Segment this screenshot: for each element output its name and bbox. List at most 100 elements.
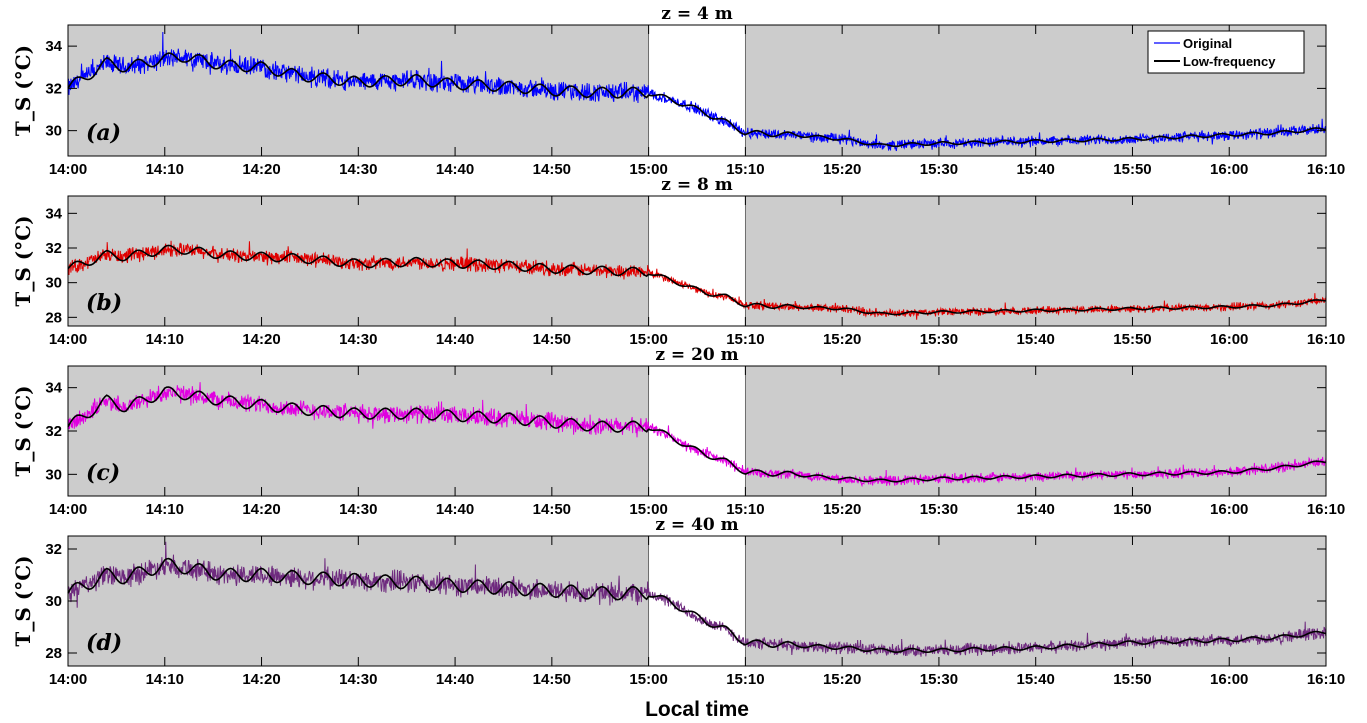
x-tick-label: 15:20	[823, 161, 861, 178]
panel-title: z = 4 m	[661, 4, 732, 24]
panel-2: 14:00 14:10 14:20 14:30 14:40 14:50 15:00 15:10…	[11, 345, 1345, 518]
x-tick-label: 15:30	[920, 161, 958, 178]
x-axis-label: Local time	[645, 698, 749, 721]
series-low-frequency	[67, 52, 1327, 148]
series-low-frequency	[67, 557, 1327, 654]
panel-tag: (b)	[86, 290, 122, 316]
x-tick-label: 16:00	[1210, 331, 1248, 348]
x-tick-label: 15:50	[1113, 161, 1151, 178]
x-tick-label: 15:30	[920, 501, 958, 518]
y-tick-label: 30	[45, 123, 62, 140]
x-tick-label: 14:10	[146, 671, 184, 688]
panel-3: 14:00 14:10 14:20 14:30 14:40 14:50 15:00 15:10…	[11, 515, 1345, 688]
y-tick-label: 28	[45, 645, 62, 662]
legend-box	[1147, 30, 1305, 74]
y-axis-label: T_S (°C)	[11, 215, 35, 306]
x-tick-label: 16:10	[1307, 161, 1345, 178]
y-tick-label: 30	[45, 466, 62, 483]
x-tick-label: 16:00	[1210, 161, 1248, 178]
x-tick-label: 14:30	[339, 161, 377, 178]
x-tick-label: 14:20	[242, 331, 280, 348]
x-tick-label: 14:20	[242, 671, 280, 688]
panel-0: 14:00 14:10 14:20 14:30 14:40 14:50 15:00 15:10…	[11, 4, 1345, 178]
x-tick-label: 15:00	[629, 331, 667, 348]
y-tick-label: 32	[45, 80, 62, 97]
y-tick-label: 32	[45, 423, 62, 440]
x-tick-label: 14:20	[242, 501, 280, 518]
x-tick-label: 14:50	[533, 671, 571, 688]
y-tick-label: 34	[45, 38, 62, 55]
x-tick-label: 14:00	[49, 331, 87, 348]
x-tick-label: 15:30	[920, 331, 958, 348]
x-tick-label: 15:10	[726, 671, 764, 688]
x-tick-label: 15:00	[629, 161, 667, 178]
series-original	[67, 240, 1327, 320]
x-tick-label: 15:40	[1017, 161, 1055, 178]
x-tick-label: 14:50	[533, 501, 571, 518]
axes-frame	[67, 195, 1327, 327]
x-tick-label: 14:40	[436, 331, 474, 348]
legend: Original Low-frequency	[1147, 30, 1305, 74]
x-tick-label: 14:10	[146, 161, 184, 178]
x-tick-label: 14:40	[436, 501, 474, 518]
x-tick-label: 15:20	[823, 671, 861, 688]
y-tick-label: 28	[45, 309, 62, 326]
x-tick-label: 16:10	[1307, 501, 1345, 518]
x-tick-label: 14:30	[339, 671, 377, 688]
panel-title: z = 20 m	[655, 345, 738, 365]
x-tick-label: 14:20	[242, 161, 280, 178]
legend-label: Original	[1183, 36, 1232, 51]
panel-1: 14:00 14:10 14:20 14:30 14:40 14:50 15:00 15:10…	[11, 175, 1345, 348]
x-tick-label: 14:10	[146, 501, 184, 518]
series-original	[67, 541, 1327, 657]
x-tick-label: 14:50	[533, 331, 571, 348]
x-tick-label: 14:40	[436, 161, 474, 178]
x-tick-label: 14:00	[49, 671, 87, 688]
panel-title: z = 8 m	[661, 175, 732, 195]
x-tick-label: 14:40	[436, 671, 474, 688]
x-tick-label: 15:20	[823, 331, 861, 348]
x-tick-label: 14:50	[533, 161, 571, 178]
y-tick-label: 32	[45, 541, 62, 558]
x-tick-label: 15:00	[629, 671, 667, 688]
panel-tag: (d)	[86, 630, 122, 656]
x-tick-label: 15:50	[1113, 501, 1151, 518]
panel-title: z = 40 m	[655, 515, 738, 535]
y-axis-label: T_S (°C)	[11, 385, 35, 476]
shaded-interval-1	[745, 196, 1326, 326]
series-low-frequency	[67, 386, 1327, 483]
axes-frame	[67, 24, 1327, 157]
x-tick-label: 16:00	[1210, 501, 1248, 518]
y-tick-label: 34	[45, 380, 62, 397]
x-tick-label: 15:10	[726, 501, 764, 518]
x-tick-label: 14:30	[339, 331, 377, 348]
x-tick-label: 15:40	[1017, 331, 1055, 348]
y-axis-label: T_S (°C)	[11, 45, 35, 136]
x-tick-label: 15:10	[726, 331, 764, 348]
legend-label: Low-frequency	[1183, 54, 1276, 69]
y-tick-label: 34	[45, 205, 62, 222]
y-axis-label: T_S (°C)	[11, 555, 35, 646]
x-tick-label: 14:00	[49, 161, 87, 178]
x-tick-label: 15:00	[629, 501, 667, 518]
x-tick-label: 15:50	[1113, 331, 1151, 348]
x-tick-label: 16:10	[1307, 331, 1345, 348]
x-tick-label: 16:00	[1210, 671, 1248, 688]
y-tick-label: 32	[45, 240, 62, 257]
x-tick-label: 15:50	[1113, 671, 1151, 688]
x-tick-label: 14:30	[339, 501, 377, 518]
y-tick-label: 30	[45, 593, 62, 610]
x-tick-label: 15:10	[726, 161, 764, 178]
x-tick-label: 16:10	[1307, 671, 1345, 688]
x-tick-label: 15:40	[1017, 671, 1055, 688]
y-tick-label: 30	[45, 275, 62, 292]
series-low-frequency	[67, 244, 1327, 316]
x-tick-label: 15:20	[823, 501, 861, 518]
x-tick-label: 14:10	[146, 331, 184, 348]
x-tick-label: 15:30	[920, 671, 958, 688]
panel-tag: (a)	[86, 120, 121, 146]
shaded-interval-0	[68, 536, 649, 666]
x-tick-label: 15:40	[1017, 501, 1055, 518]
x-tick-label: 14:00	[49, 501, 87, 518]
